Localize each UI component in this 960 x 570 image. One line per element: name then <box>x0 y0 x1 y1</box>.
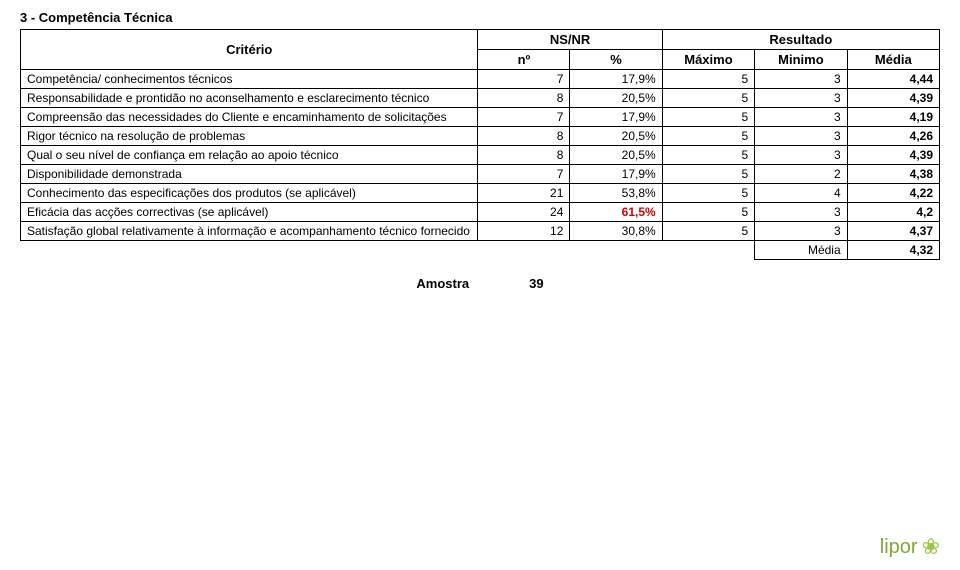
row-media: 4,26 <box>847 127 939 146</box>
row-pct: 20,5% <box>570 89 662 108</box>
header-no: nº <box>478 50 570 70</box>
row-no: 24 <box>478 203 570 222</box>
row-label: Rigor técnico na resolução de problemas <box>21 127 478 146</box>
amostra-row: Amostra 39 <box>20 276 940 291</box>
row-min: 3 <box>755 146 847 165</box>
row-label: Satisfação global relativamente à inform… <box>21 222 478 241</box>
header-criterio: Critério <box>21 30 478 70</box>
row-min: 3 <box>755 203 847 222</box>
row-no: 7 <box>478 165 570 184</box>
row-max: 5 <box>662 165 755 184</box>
row-min: 2 <box>755 165 847 184</box>
amostra-label: Amostra <box>416 276 469 291</box>
table-row: Satisfação global relativamente à inform… <box>21 222 940 241</box>
row-media: 4,19 <box>847 108 939 127</box>
table-row: Conhecimento das especificações dos prod… <box>21 184 940 203</box>
header-media: Média <box>847 50 939 70</box>
table-row: Responsabilidade e prontidão no aconselh… <box>21 89 940 108</box>
table-row: Qual o seu nível de confiança em relação… <box>21 146 940 165</box>
row-min: 3 <box>755 127 847 146</box>
row-pct: 53,8% <box>570 184 662 203</box>
row-no: 21 <box>478 184 570 203</box>
row-max: 5 <box>662 203 755 222</box>
section-title: 3 - Competência Técnica <box>20 10 940 25</box>
row-pct: 61,5% <box>570 203 662 222</box>
table-row: Disponibilidade demonstrada717,9%524,38 <box>21 165 940 184</box>
row-no: 8 <box>478 89 570 108</box>
footer-media-value: 4,32 <box>847 241 939 260</box>
row-max: 5 <box>662 146 755 165</box>
row-no: 8 <box>478 146 570 165</box>
competencia-table: Critério NS/NR Resultado nº % Máximo Min… <box>20 29 940 260</box>
table-row: Competência/ conhecimentos técnicos717,9… <box>21 70 940 89</box>
leaf-icon: ❀ <box>922 534 940 560</box>
row-label: Eficácia das acções correctivas (se apli… <box>21 203 478 222</box>
row-no: 12 <box>478 222 570 241</box>
row-no: 8 <box>478 127 570 146</box>
row-max: 5 <box>662 70 755 89</box>
table-footer-row: Média 4,32 <box>21 241 940 260</box>
row-min: 4 <box>755 184 847 203</box>
row-label: Compreensão das necessidades do Cliente … <box>21 108 478 127</box>
row-media: 4,38 <box>847 165 939 184</box>
row-label: Conhecimento das especificações dos prod… <box>21 184 478 203</box>
lipor-logo: lipor ❀ <box>880 534 940 560</box>
row-min: 3 <box>755 89 847 108</box>
row-media: 4,37 <box>847 222 939 241</box>
header-resultado: Resultado <box>662 30 939 50</box>
table-row: Rigor técnico na resolução de problemas8… <box>21 127 940 146</box>
footer-media-label: Média <box>755 241 847 260</box>
row-min: 3 <box>755 108 847 127</box>
row-media: 4,44 <box>847 70 939 89</box>
row-no: 7 <box>478 70 570 89</box>
logo-text: lipor <box>880 536 918 559</box>
row-pct: 30,8% <box>570 222 662 241</box>
row-pct: 20,5% <box>570 127 662 146</box>
header-nsnr: NS/NR <box>478 30 662 50</box>
row-max: 5 <box>662 108 755 127</box>
row-media: 4,39 <box>847 89 939 108</box>
row-pct: 17,9% <box>570 70 662 89</box>
row-pct: 20,5% <box>570 146 662 165</box>
header-maximo: Máximo <box>662 50 755 70</box>
table-row: Compreensão das necessidades do Cliente … <box>21 108 940 127</box>
row-max: 5 <box>662 89 755 108</box>
row-media: 4,2 <box>847 203 939 222</box>
row-pct: 17,9% <box>570 108 662 127</box>
row-label: Disponibilidade demonstrada <box>21 165 478 184</box>
row-label: Responsabilidade e prontidão no aconselh… <box>21 89 478 108</box>
row-min: 3 <box>755 222 847 241</box>
amostra-value: 39 <box>529 276 543 291</box>
row-media: 4,39 <box>847 146 939 165</box>
row-label: Qual o seu nível de confiança em relação… <box>21 146 478 165</box>
row-max: 5 <box>662 222 755 241</box>
row-pct: 17,9% <box>570 165 662 184</box>
row-max: 5 <box>662 127 755 146</box>
table-row: Eficácia das acções correctivas (se apli… <box>21 203 940 222</box>
row-media: 4,22 <box>847 184 939 203</box>
header-pct: % <box>570 50 662 70</box>
row-no: 7 <box>478 108 570 127</box>
row-min: 3 <box>755 70 847 89</box>
row-label: Competência/ conhecimentos técnicos <box>21 70 478 89</box>
table-header-row-1: Critério NS/NR Resultado <box>21 30 940 50</box>
header-minimo: Minimo <box>755 50 847 70</box>
row-max: 5 <box>662 184 755 203</box>
